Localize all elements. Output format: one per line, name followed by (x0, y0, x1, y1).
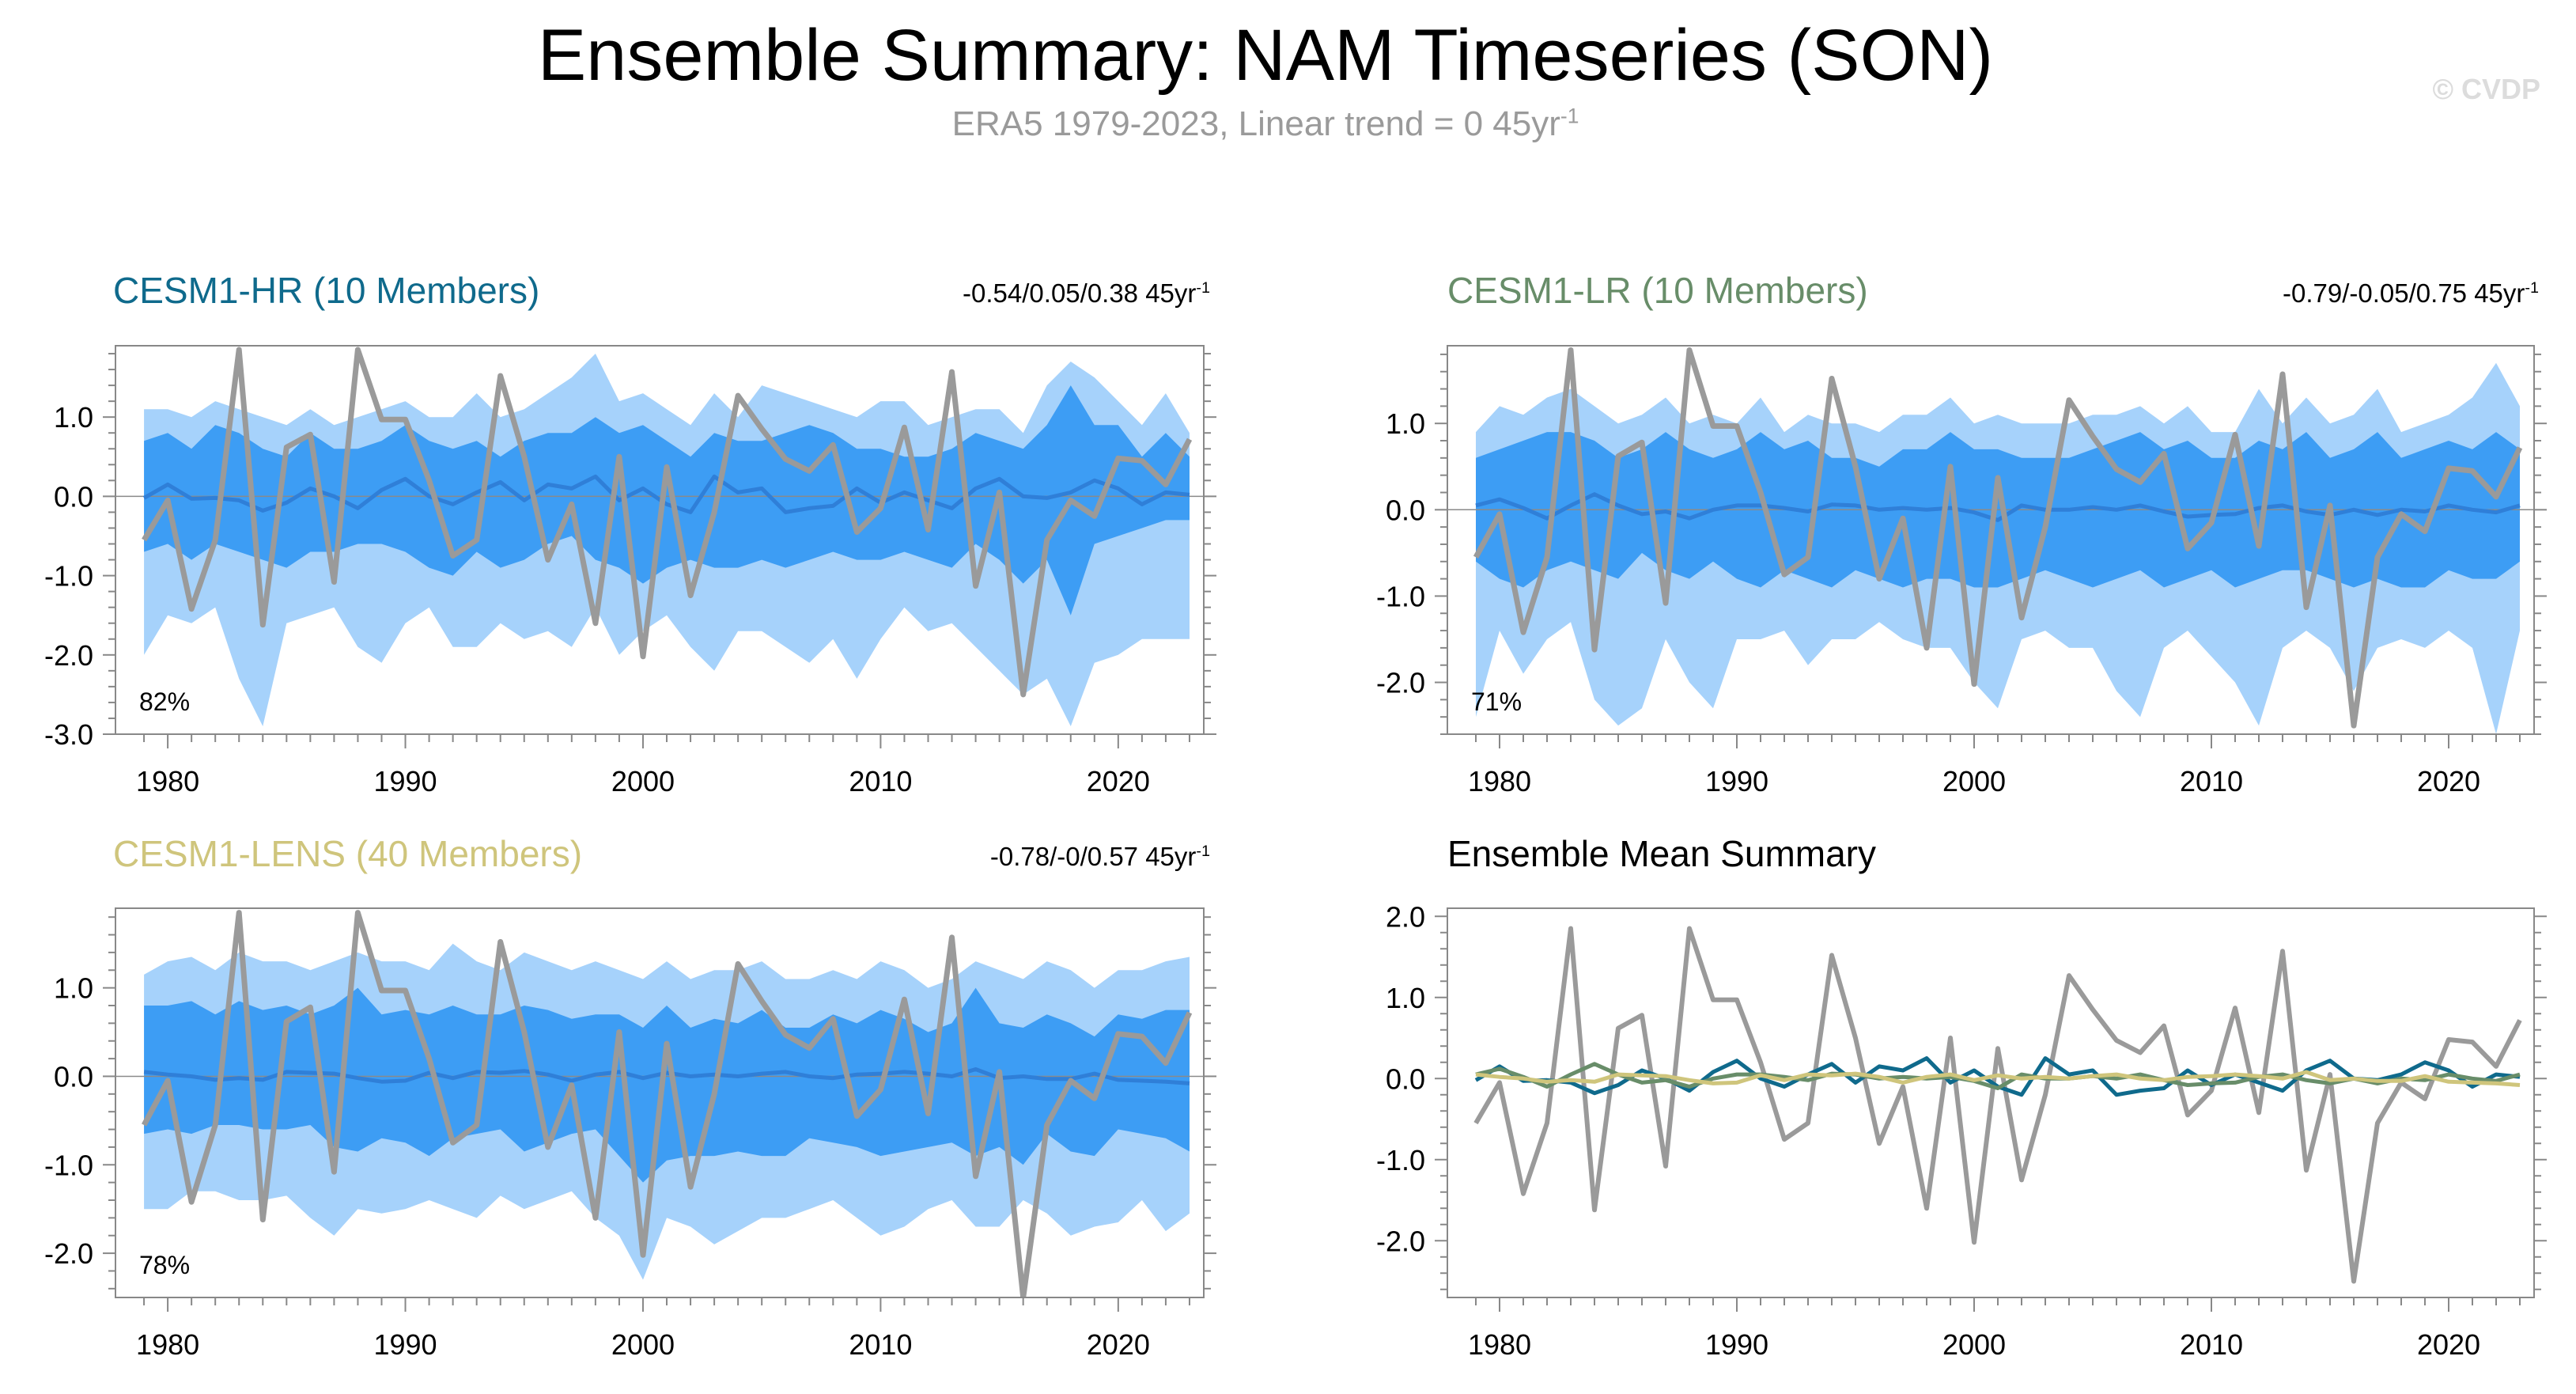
ytick-label-lens: -1.0 (44, 1149, 93, 1181)
percent-label-lr: 71% (1471, 688, 1522, 716)
xtick-label-lens: 2000 (611, 1328, 675, 1361)
percent-label-lens: 78% (139, 1251, 190, 1279)
panel-title-lens: CESM1-LENS (40 Members) (113, 833, 583, 874)
xtick-label-lens: 1980 (136, 1328, 199, 1361)
trend-text-lens: -0.78/-0/0.57 45yr (989, 842, 1197, 871)
subtitle-text: ERA5 1979-2023, Linear trend = 0 45yr (951, 104, 1560, 143)
frame-lr (1447, 345, 2535, 735)
ytick-label-lr: -1.0 (1376, 580, 1425, 612)
trend-text-hr: -0.54/0.05/0.38 45yr (963, 278, 1197, 308)
ytick-label-mean: -1.0 (1376, 1144, 1425, 1176)
ytick-label-lens: 0.0 (54, 1060, 93, 1093)
ytick-label-hr: -2.0 (44, 639, 93, 672)
panel-trend-lr: -0.79/-0.05/0.75 45yr-1 (2128, 278, 2539, 309)
copyright-watermark: © CVDP (2432, 73, 2540, 105)
ytick-label-lr: 1.0 (1386, 407, 1425, 440)
ytick-label-lr: 0.0 (1386, 494, 1425, 526)
plot-area-lr (1447, 347, 2534, 734)
observed-line-lens (142, 910, 1193, 1297)
frame-hr (115, 345, 1205, 735)
panel-title-mean: Ensemble Mean Summary (1447, 833, 1876, 874)
ytick-label-hr: -1.0 (44, 560, 93, 593)
panel-trend-lens: -0.78/-0/0.57 45yr-1 (791, 842, 1210, 872)
xtick-label-lr: 1980 (1468, 765, 1531, 797)
ytick-label-mean: -2.0 (1376, 1225, 1425, 1257)
ytick-label-lens: -2.0 (44, 1237, 93, 1270)
ytick-label-hr: -3.0 (44, 718, 93, 751)
inner-spread-band-hr (144, 385, 1190, 616)
observed-line-lr (1473, 347, 2523, 729)
xtick-label-lr: 1990 (1705, 765, 1768, 797)
frame-lens (115, 907, 1205, 1298)
xtick-label-mean: 1990 (1705, 1328, 1768, 1361)
xtick-label-hr: 2020 (1087, 765, 1150, 797)
xtick-label-lens: 1990 (373, 1328, 437, 1361)
trend-exp-lens: -1 (1196, 843, 1210, 860)
xtick-label-lr: 2020 (2417, 765, 2480, 797)
page-subtitle: ERA5 1979-2023, Linear trend = 0 45yr-1 (0, 104, 2531, 144)
xtick-label-lr: 2010 (2180, 765, 2243, 797)
plot-area-lens (115, 910, 1204, 1297)
summary-line-lens (1475, 1070, 2521, 1087)
xtick-label-hr: 2000 (611, 765, 675, 797)
xtick-label-hr: 2010 (849, 765, 912, 797)
xtick-label-mean: 2020 (2417, 1328, 2480, 1361)
panel-lens: 78% -2.0 -1.0 0.0 1.0 1980 1990 2000 2010 2020 (44, 907, 1216, 1361)
ytick-label-lens: 1.0 (54, 972, 93, 1005)
trend-exp-lr: -1 (2525, 279, 2539, 297)
trend-exp-hr: -1 (1196, 279, 1210, 297)
xtick-label-hr: 1990 (373, 765, 437, 797)
panel-title-hr: CESM1-HR (10 Members) (113, 270, 540, 311)
xtick-label-lr: 2000 (1942, 765, 2006, 797)
inner-spread-band-lens (144, 987, 1190, 1183)
subtitle-exponent: -1 (1560, 104, 1579, 128)
xtick-label-lens: 2010 (849, 1328, 912, 1361)
summary-line-obs (1473, 926, 2522, 1284)
plot-area-hr (115, 347, 1204, 726)
xtick-label-mean: 2000 (1942, 1328, 2006, 1361)
xtick-label-mean: 1980 (1468, 1328, 1531, 1361)
ytick-label-hr: 0.0 (54, 480, 93, 513)
ytick-label-hr: 1.0 (54, 401, 93, 434)
xtick-label-lens: 2020 (1087, 1328, 1150, 1361)
xtick-label-mean: 2010 (2180, 1328, 2243, 1361)
page-title: Ensemble Summary: NAM Timeseries (SON) (537, 15, 1994, 96)
ytick-label-mean: 0.0 (1386, 1063, 1425, 1095)
ytick-label-mean: 1.0 (1386, 982, 1425, 1014)
xtick-label-hr: 1980 (136, 765, 199, 797)
panel-mean: -2.0 -1.0 0.0 1.0 2.0 1980 1990 2000 2010 2020 (1376, 900, 2547, 1361)
ytick-label-mean: 2.0 (1386, 900, 1425, 933)
panel-title-lr: CESM1-LR (10 Members) (1447, 270, 1868, 311)
panel-hr: 82% -3.0 -2.0 -1.0 0.0 1.0 1980 1990 2000 2010 202… (44, 345, 1216, 797)
observed-line-hr (142, 347, 1193, 698)
percent-label-hr: 82% (139, 688, 190, 716)
frame-mean (1447, 907, 2535, 1298)
panel-trend-hr: -0.54/0.05/0.38 45yr-1 (791, 278, 1210, 309)
ytick-label-lr: -2.0 (1376, 667, 1425, 699)
panel-lr: 71% -2.0 -1.0 0.0 1.0 1980 1990 2000 2010 2020 (1376, 345, 2547, 797)
trend-text-lr: -0.79/-0.05/0.75 45yr (2283, 278, 2525, 308)
plot-area-mean (1473, 926, 2522, 1284)
